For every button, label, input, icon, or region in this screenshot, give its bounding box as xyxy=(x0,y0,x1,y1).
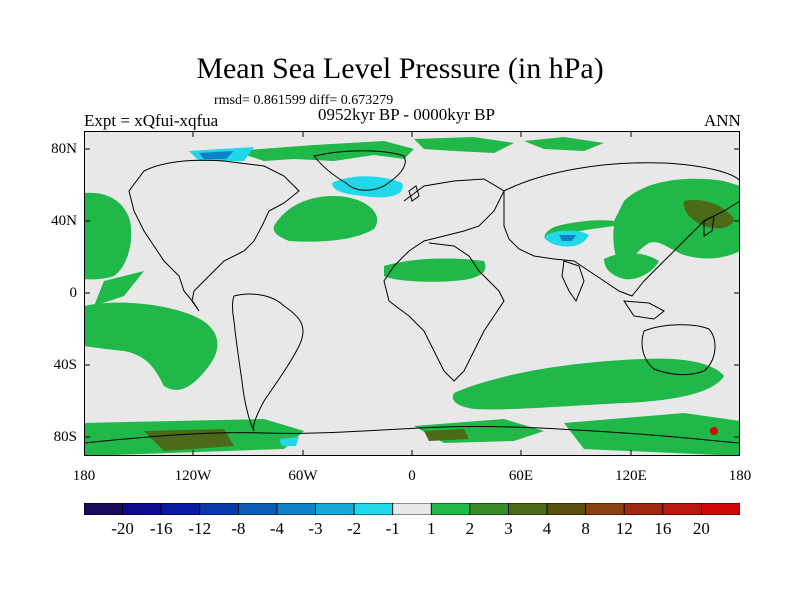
lat-tick-80s: 80S xyxy=(53,429,77,445)
colorbar-label: -2 xyxy=(347,519,362,538)
lat-tick-40s: 40S xyxy=(53,357,77,373)
strong-positive-regions xyxy=(144,199,734,451)
lon-tick-120w: 120W xyxy=(174,468,212,484)
colorbar-swatch xyxy=(662,503,702,515)
colorbar-label: -8 xyxy=(231,519,246,538)
map-background xyxy=(84,131,740,456)
lon-tick-180w: 180 xyxy=(72,468,96,484)
season-label: ANN xyxy=(704,111,741,130)
colorbar-label: 4 xyxy=(542,519,552,538)
colorbar-swatch xyxy=(623,503,664,515)
experiment-label: Expt = xQfui-xqfua xyxy=(84,111,219,130)
colorbar-swatch xyxy=(430,503,471,515)
colorbar-label: 1 xyxy=(427,519,436,538)
colorbar-swatch xyxy=(353,503,394,515)
colorbar-swatch xyxy=(508,503,548,515)
colorbar-label: 8 xyxy=(581,519,590,538)
lat-tick-40n: 40N xyxy=(51,213,77,229)
colorbar-swatch xyxy=(585,503,625,515)
lat-tick-0: 0 xyxy=(69,285,78,301)
strong-positive-spot xyxy=(710,427,718,435)
colorbar-swatch xyxy=(469,503,509,515)
colorbar-label: 3 xyxy=(504,519,513,538)
colorbar xyxy=(84,503,740,515)
period-label: 0952kyr BP - 0000kyr BP xyxy=(318,105,495,124)
stats-label: rmsd= 0.861599 diff= 0.673279 xyxy=(214,93,394,108)
map-title: Mean Sea Level Pressure (in hPa) xyxy=(196,52,604,85)
colorbar-swatch xyxy=(701,503,740,515)
colorbar-swatch xyxy=(237,503,278,515)
lon-tick-60e: 60E xyxy=(508,468,534,484)
colorbar-swatch xyxy=(276,503,316,515)
colorbar-label: 16 xyxy=(654,519,672,538)
stronger-negative-regions xyxy=(199,151,576,241)
axis-ticks xyxy=(84,131,740,456)
lon-tick-120e: 120E xyxy=(615,468,647,484)
colorbar-swatch xyxy=(84,503,123,515)
colorbar-swatch xyxy=(160,503,201,515)
colorbar-label: -16 xyxy=(149,519,173,538)
lon-tick-60w: 60W xyxy=(288,468,318,484)
lat-tick-80n: 80N xyxy=(51,141,77,157)
lon-tick-0: 0 xyxy=(408,468,416,484)
pressure-map xyxy=(84,131,740,456)
colorbar-swatch xyxy=(392,503,432,515)
colorbar-label: -3 xyxy=(308,519,323,538)
colorbar-swatch xyxy=(546,503,587,515)
colorbar-swatch xyxy=(122,503,162,515)
coastlines xyxy=(84,150,740,444)
colorbar-label: 12 xyxy=(615,519,633,538)
colorbar-label: -1 xyxy=(385,519,400,538)
colorbar-label: 2 xyxy=(465,519,475,538)
colorbar-label: -20 xyxy=(111,519,134,538)
colorbar-label: -4 xyxy=(269,519,285,538)
colorbar-label: 20 xyxy=(692,519,710,538)
colorbar-label: -12 xyxy=(188,519,212,538)
lon-tick-180e: 180 xyxy=(728,468,752,484)
colorbar-swatch xyxy=(315,503,355,515)
colorbar-swatch xyxy=(199,503,239,515)
